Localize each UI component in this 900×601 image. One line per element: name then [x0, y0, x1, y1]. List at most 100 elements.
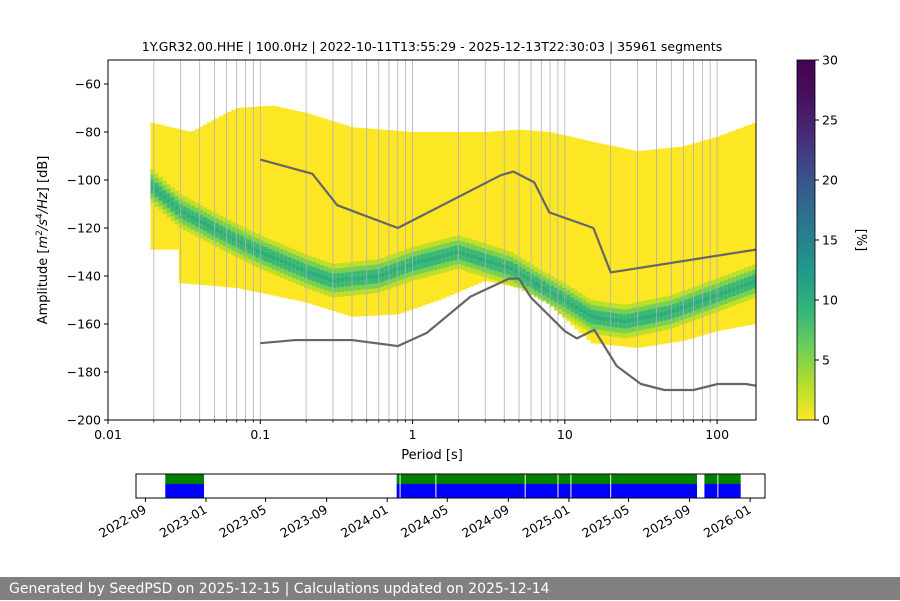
- psd-density-cell: [449, 241, 454, 247]
- psd-density-cell: [340, 267, 345, 273]
- psd-density-cell: [590, 304, 596, 310]
- psd-density-cell: [433, 246, 438, 251]
- psd-density-cell: [307, 255, 313, 261]
- psd-density-cell: [271, 259, 277, 265]
- psd-density-cell: [291, 254, 297, 259]
- psd-density-cell: [582, 305, 588, 310]
- psd-density-cell: [538, 283, 543, 289]
- psd-density-cell: [295, 250, 301, 256]
- psd-density-cell: [578, 302, 584, 308]
- psd-density-cell: [582, 314, 588, 320]
- psd-density-cell: [182, 225, 188, 231]
- psd-density-cell: [206, 233, 212, 239]
- psd-density-cell: [638, 301, 644, 307]
- psd-density-cell: [420, 263, 426, 269]
- psd-density-column: [598, 143, 604, 345]
- psd-density-cell: [279, 244, 285, 249]
- psd-density-cell: [505, 269, 511, 275]
- psd-density-cell: [667, 319, 672, 325]
- psd-density-cell: [150, 198, 156, 204]
- noise-model-curves: [259, 158, 756, 392]
- psd-density-cell: [283, 250, 289, 256]
- psd-density-column: [538, 131, 543, 300]
- psd-density-cell: [170, 197, 176, 202]
- psd-density-column: [372, 128, 378, 316]
- psd-density-column: [360, 128, 366, 317]
- psd-density-cell: [509, 251, 515, 257]
- psd-density-cell: [675, 297, 680, 303]
- psd-density-cell: [211, 211, 216, 217]
- psd-density-column: [610, 146, 616, 346]
- psd-density-cell: [517, 285, 523, 289]
- psd-density-cell: [485, 258, 491, 264]
- psd-density-cell: [154, 197, 160, 203]
- footer-text: Generated by SeedPSD on 2025-12-15 | Cal…: [9, 581, 550, 597]
- psd-density-cell: [497, 267, 503, 273]
- psd-density-cell: [344, 286, 349, 292]
- psd-density-cell: [441, 244, 446, 249]
- psd-density-cell: [344, 277, 349, 282]
- psd-density-cell: [626, 323, 632, 329]
- psd-density-cell: [679, 305, 684, 311]
- psd-density-cell: [687, 288, 693, 294]
- psd-density-column: [235, 107, 240, 289]
- psd-density-cell: [630, 327, 636, 333]
- psd-density-cell: [215, 213, 220, 219]
- psd-density-cell: [396, 280, 402, 286]
- psd-density-cell: [307, 260, 313, 266]
- psd-density-cell: [525, 276, 531, 282]
- psd-density-cell: [388, 274, 394, 279]
- psd-density-cell: [259, 240, 265, 246]
- psd-density-cell: [412, 251, 418, 257]
- psd-density-cell: [711, 294, 717, 299]
- psd-density-cell: [320, 284, 325, 289]
- psd-density-cell: [299, 252, 305, 258]
- date-tick-label: 2022-09: [96, 502, 149, 541]
- psd-density-column: [550, 132, 555, 307]
- processed-segment: [704, 474, 741, 484]
- psd-density-cell: [154, 187, 160, 193]
- psd-density-column: [703, 140, 709, 335]
- psd-density-cell: [711, 298, 717, 304]
- colorbar-tick-label: 0: [822, 413, 830, 428]
- psd-density-cell: [497, 248, 503, 253]
- psd-density-cell: [590, 319, 596, 325]
- psd-density-cell: [715, 302, 721, 308]
- psd-density-cell: [219, 239, 224, 245]
- psd-density-column: [618, 147, 624, 347]
- psd-density-cell: [622, 328, 628, 334]
- psd-density-cell: [727, 288, 733, 293]
- psd-density-cell: [348, 281, 353, 287]
- psd-density-cell: [509, 280, 515, 286]
- psd-density-cell: [404, 249, 410, 255]
- psd-density-cell: [731, 291, 737, 297]
- psd-density-cell: [578, 297, 584, 303]
- psd-density-cell: [162, 189, 168, 195]
- psd-density-cell: [158, 176, 164, 182]
- psd-density-cell: [408, 247, 414, 253]
- psd-density-column: [223, 114, 228, 288]
- psd-density-cell: [683, 304, 688, 310]
- psd-density-column: [521, 129, 527, 291]
- psd-density-column: [525, 130, 531, 293]
- psd-density-cell: [311, 257, 317, 262]
- psd-density-cell: [699, 308, 705, 313]
- psd-density-column: [279, 107, 285, 298]
- psd-density-cell: [469, 263, 475, 269]
- psd-density-column: [687, 144, 693, 340]
- psd-density-cell: [227, 224, 232, 230]
- psd-density-cell: [638, 320, 644, 326]
- psd-density-cell: [477, 256, 483, 261]
- psd-density-cell: [429, 266, 434, 272]
- psd-density-cell: [574, 290, 579, 296]
- psd-density-cell: [263, 242, 269, 247]
- psd-density-cell: [671, 304, 676, 309]
- psd-density-cell: [647, 323, 652, 329]
- psd-density-cell: [711, 284, 717, 290]
- psd-density-cell: [194, 202, 200, 208]
- psd-density-cell: [671, 308, 676, 314]
- psd-density-cell: [408, 252, 414, 258]
- model-curve-nlnm: [260, 277, 756, 392]
- psd-density-cell: [727, 302, 733, 308]
- psd-density-cell: [206, 223, 212, 229]
